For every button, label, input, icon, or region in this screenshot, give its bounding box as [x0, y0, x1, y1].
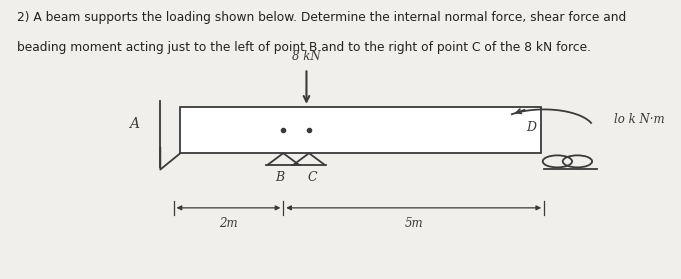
- Text: beading moment acting just to the left of point B and to the right of point C of: beading moment acting just to the left o…: [17, 41, 591, 54]
- Text: 2) A beam supports the loading shown below. Determine the internal normal force,: 2) A beam supports the loading shown bel…: [17, 11, 626, 24]
- Bar: [180, 107, 541, 153]
- Text: 8 kN: 8 kN: [292, 50, 321, 63]
- Text: C: C: [308, 171, 317, 184]
- Text: A: A: [129, 117, 139, 131]
- Text: 2m: 2m: [219, 217, 238, 230]
- Text: D: D: [526, 121, 536, 134]
- Text: B: B: [275, 171, 285, 184]
- Text: 5m: 5m: [405, 217, 423, 230]
- Text: lo k N·m: lo k N·m: [614, 113, 665, 126]
